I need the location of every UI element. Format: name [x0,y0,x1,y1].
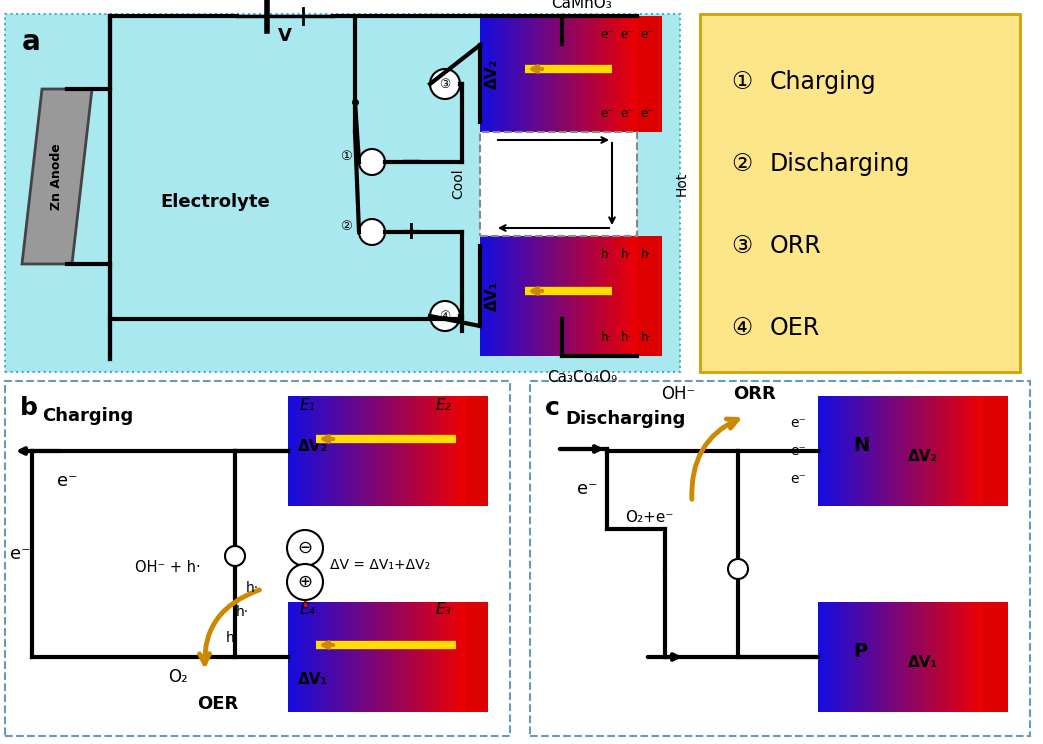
Text: E₄: E₄ [300,602,316,617]
Text: e⁻: e⁻ [577,480,598,498]
Text: Ca₃Co₄O₉: Ca₃Co₄O₉ [547,370,617,385]
Text: a: a [22,28,41,56]
FancyArrowPatch shape [199,590,260,664]
Text: O₂: O₂ [168,668,188,686]
Text: e⁻: e⁻ [640,28,654,41]
Text: e⁻: e⁻ [640,107,654,120]
Text: OER: OER [197,695,239,713]
Text: e⁻: e⁻ [621,107,634,120]
Text: Zn Anode: Zn Anode [50,144,64,211]
Text: ΔV = ΔV₁+ΔV₂: ΔV = ΔV₁+ΔV₂ [330,558,430,572]
Text: h·: h· [245,581,259,595]
Text: h·: h· [641,248,653,261]
Bar [637,16,662,132]
Text: h·: h· [622,331,633,344]
Text: Charging: Charging [770,70,876,94]
Text: Charging: Charging [42,407,134,425]
Text: h·: h· [641,331,653,344]
Circle shape [359,219,385,245]
Text: +: + [401,220,421,244]
Text: N: N [853,436,869,455]
Text: c: c [545,396,560,420]
FancyBboxPatch shape [5,381,510,736]
Text: ⊕: ⊕ [297,573,313,591]
Circle shape [287,530,323,566]
Text: E₃: E₃ [436,602,452,617]
FancyBboxPatch shape [530,381,1030,736]
Text: OH⁻: OH⁻ [661,385,695,403]
Text: e⁻: e⁻ [621,28,634,41]
Text: E₂: E₂ [436,398,452,413]
Text: e⁻: e⁻ [791,444,806,458]
Text: ΔV₂: ΔV₂ [908,449,938,464]
Polygon shape [22,89,92,264]
Text: e⁻: e⁻ [791,472,806,486]
Text: h·: h· [602,248,612,261]
Circle shape [430,69,460,99]
Circle shape [287,564,323,600]
Text: Hot: Hot [675,172,689,196]
Bar [466,602,488,712]
Text: ①: ① [340,150,351,164]
Circle shape [225,546,245,566]
Text: e⁻: e⁻ [601,107,613,120]
Text: ①: ① [731,70,753,94]
Text: h·: h· [622,248,633,261]
Text: ⊖: ⊖ [297,539,313,557]
Text: OER: OER [770,316,820,340]
Text: ΔV₁: ΔV₁ [485,281,500,311]
Text: ③: ③ [439,77,451,91]
Text: h·: h· [236,605,248,619]
Text: O₂+e⁻: O₂+e⁻ [625,510,674,525]
Text: e⁻: e⁻ [791,416,806,430]
Text: Discharging: Discharging [770,152,911,176]
Text: −: − [401,148,423,176]
Text: ②: ② [340,220,351,234]
Bar [983,602,1008,712]
Text: ③: ③ [731,234,753,258]
Text: P: P [853,642,867,661]
Text: ORR: ORR [733,385,776,403]
Text: ④: ④ [731,316,753,340]
Text: e⁻: e⁻ [601,28,613,41]
Text: e⁻: e⁻ [9,545,30,563]
Text: Cool: Cool [451,169,465,199]
Text: ΔV₁: ΔV₁ [298,672,329,687]
Text: ΔV₂: ΔV₂ [485,59,500,89]
Text: ④: ④ [439,310,451,322]
Text: E₁: E₁ [300,398,316,413]
Text: b: b [20,396,38,420]
Bar [983,396,1008,506]
Bar [637,236,662,356]
Text: ΔV₁: ΔV₁ [908,655,938,670]
Text: h·: h· [225,631,239,645]
Text: e⁻: e⁻ [56,472,77,490]
Text: ORR: ORR [770,234,822,258]
FancyArrowPatch shape [692,419,737,499]
Text: OH⁻ + h·: OH⁻ + h· [135,560,200,575]
Text: CaMnO₃: CaMnO₃ [552,0,612,11]
Text: ΔV₂: ΔV₂ [298,439,329,454]
Text: ②: ② [731,152,753,176]
Circle shape [359,149,385,175]
Text: Electrolyte: Electrolyte [161,193,270,211]
Bar [480,132,637,236]
FancyBboxPatch shape [5,14,680,372]
Bar [466,396,488,506]
Text: h·: h· [602,331,612,344]
FancyBboxPatch shape [700,14,1020,372]
Circle shape [728,559,748,579]
Circle shape [430,301,460,331]
Text: V: V [278,27,292,45]
Text: Discharging: Discharging [565,410,685,428]
